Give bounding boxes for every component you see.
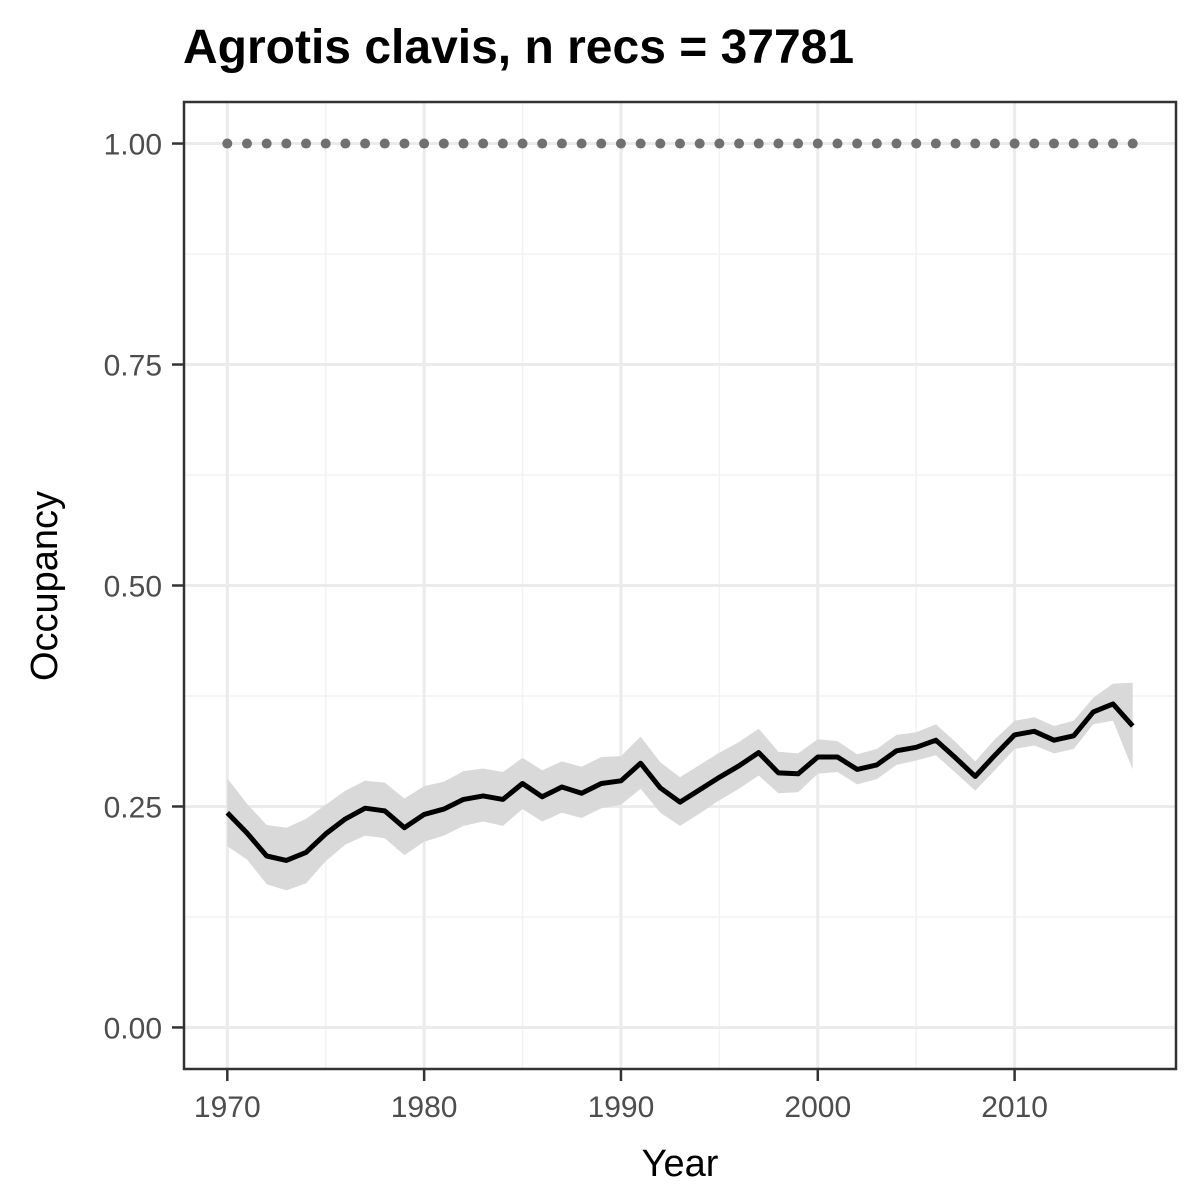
reference-point xyxy=(930,138,941,149)
x-tick-label: 2010 xyxy=(981,1091,1048,1124)
reference-point xyxy=(261,138,272,149)
reference-point xyxy=(832,138,843,149)
reference-point xyxy=(1108,138,1119,149)
x-axis-title: Year xyxy=(642,1143,719,1185)
reference-point xyxy=(812,138,823,149)
reference-point xyxy=(419,138,430,149)
reference-point xyxy=(773,138,784,149)
occupancy-line xyxy=(225,701,1135,863)
y-tick-label: 1.00 xyxy=(104,129,162,162)
x-tick-label: 1970 xyxy=(194,1091,261,1124)
reference-point xyxy=(615,138,626,149)
reference-point xyxy=(360,138,371,149)
reference-point xyxy=(596,138,607,149)
reference-point xyxy=(635,138,646,149)
reference-point xyxy=(714,138,725,149)
reference-point xyxy=(340,138,351,149)
y-tick-label: 0.75 xyxy=(104,350,162,383)
reference-point xyxy=(517,138,528,149)
x-tick-label: 1990 xyxy=(588,1091,655,1124)
y-tick-label: 0.25 xyxy=(104,791,162,824)
reference-point xyxy=(1048,138,1059,149)
reference-point xyxy=(320,138,331,149)
reference-point xyxy=(1068,138,1079,149)
y-tick-label: 0.50 xyxy=(104,571,162,604)
reference-point xyxy=(1088,138,1099,149)
reference-point xyxy=(1127,138,1138,149)
reference-point xyxy=(852,138,863,149)
x-tick-label: 1980 xyxy=(391,1091,458,1124)
axes: 1970 1980 1990 2000 2010 0.00 0.25 0.50 0.75 1.00 xyxy=(104,129,1048,1124)
confidence-ribbon xyxy=(227,682,1133,891)
chart-title: Agrotis clavis, n recs = 37781 xyxy=(183,21,854,74)
reference-point xyxy=(734,138,745,149)
reference-point xyxy=(989,138,1000,149)
reference-point xyxy=(694,138,705,149)
y-tick-label: 0.00 xyxy=(104,1012,162,1045)
reference-point xyxy=(753,138,764,149)
y-axis-title: Occupancy xyxy=(24,491,66,681)
reference-point xyxy=(871,138,882,149)
reference-point xyxy=(655,138,666,149)
reference-point xyxy=(379,138,390,149)
reference-point xyxy=(458,138,469,149)
reference-point xyxy=(970,138,981,149)
reference-point xyxy=(222,138,233,149)
reference-point xyxy=(1009,138,1020,149)
reference-point xyxy=(301,138,312,149)
reference-point xyxy=(675,138,685,149)
reference-point xyxy=(950,138,961,149)
reference-point xyxy=(241,138,252,149)
reference-point xyxy=(478,138,489,149)
reference-point xyxy=(537,138,548,149)
reference-point xyxy=(281,138,292,149)
reference-point xyxy=(399,138,410,149)
reference-point xyxy=(556,138,567,149)
reference-point xyxy=(497,138,508,149)
reference-point xyxy=(911,138,922,149)
reference-point xyxy=(793,138,804,149)
plot-panel xyxy=(182,100,1178,1071)
reference-point xyxy=(576,138,587,149)
reference-point xyxy=(891,138,902,149)
reference-point xyxy=(438,138,449,149)
x-tick-label: 2000 xyxy=(784,1091,851,1124)
reference-point xyxy=(1029,138,1040,149)
